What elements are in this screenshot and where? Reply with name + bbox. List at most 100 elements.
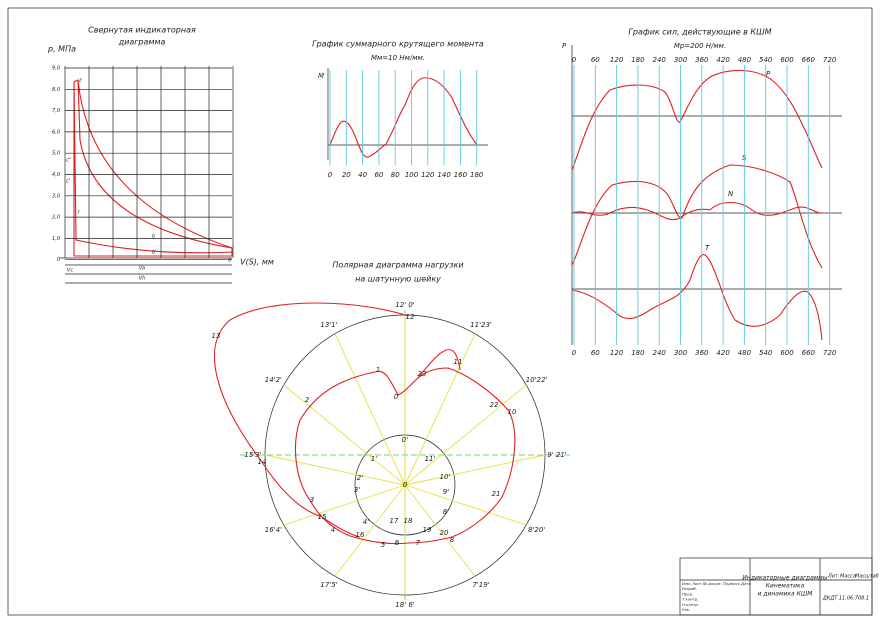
x-tick-label: 180: [631, 349, 645, 357]
curve-point-label: 20: [440, 529, 449, 537]
load-curve: [294, 367, 516, 545]
x-tick-label: 0: [572, 56, 577, 64]
x-tick-label: 180: [470, 171, 484, 179]
curve-point-label: 6: [395, 539, 400, 547]
stamp-frame: [679, 557, 873, 616]
curve-point-label: 14: [258, 458, 267, 466]
curve-point-label: 8: [450, 536, 455, 544]
radial-line: [334, 484, 406, 577]
inner-label: 0': [402, 436, 408, 444]
stamp-col: Лит.: [827, 574, 840, 580]
point-label: b': [152, 250, 157, 256]
rim-label: 7'19': [472, 581, 489, 589]
title: Свернутая индикаторная: [88, 26, 196, 35]
curve-point-label: 5: [381, 541, 386, 549]
x-tick-label: 20: [342, 171, 351, 179]
x-tick-label: 120: [610, 56, 624, 64]
point-label: c'': [66, 158, 72, 164]
inner-label: 0: [403, 481, 408, 489]
inner-label: 10': [440, 473, 451, 481]
curve-point-label: 15: [318, 513, 327, 521]
frame: [7, 7, 873, 616]
stamp-row: Пров.: [682, 591, 693, 596]
torque-curve: [329, 77, 478, 158]
x-tick-label: 180: [631, 56, 645, 64]
indicator-diagram: Свернутая индикаторная диаграмма p, МПа …: [47, 26, 274, 284]
curve-point-label: 4: [331, 526, 335, 534]
stamp-row: Изм. Лист № докум. Подпись Дата: [682, 581, 752, 586]
title: График суммарного крутящего момента: [312, 40, 484, 49]
curve-s: [571, 164, 823, 269]
rim-label: 15'3': [244, 451, 261, 459]
radial-line: [404, 333, 476, 486]
rim-label: 10'22': [526, 376, 548, 384]
volume-label: Vh: [139, 276, 146, 282]
stamp-col: Масса: [840, 574, 856, 580]
curve-point-label: 17: [390, 517, 399, 525]
y-label: M: [318, 72, 324, 80]
inner-label: 4': [363, 518, 369, 526]
x-tick-label: 60: [591, 349, 600, 357]
point-label: b: [152, 234, 155, 240]
x-tick-label: 80: [391, 171, 400, 179]
curve-point-label: 3: [310, 496, 314, 504]
y-label: P: [562, 42, 567, 50]
title: График сил, действующие в КШМ: [628, 28, 771, 37]
stamp-title: и динамика КШМ: [758, 591, 814, 598]
radial-line: [264, 454, 406, 486]
rim-label: 8'20': [528, 526, 545, 534]
x-tick-label: 40: [358, 171, 367, 179]
inner-label: 8': [443, 508, 449, 516]
x-tick-label: 540: [759, 56, 773, 64]
y-tick-label: 7,0: [52, 108, 60, 114]
radial-line: [283, 484, 406, 526]
x-tick-label: 120: [421, 171, 435, 179]
curve-point-label: 19: [423, 526, 432, 534]
x-label: V(S), мм: [240, 258, 274, 267]
curve-point-label: 10: [508, 408, 517, 416]
rim-label: 13'1': [320, 321, 337, 329]
curve-point-label: 23: [418, 370, 427, 378]
curve-label: P: [766, 70, 771, 78]
stamp-row: Разраб.: [682, 586, 697, 591]
x-tick-label: 300: [674, 349, 688, 357]
point-label: z: [78, 78, 82, 84]
indicator-curve: [73, 79, 233, 257]
x-tick-label: 300: [674, 56, 688, 64]
x-tick-label: 160: [454, 171, 468, 179]
point-label: r: [78, 210, 81, 216]
rim-label: 17'5': [320, 581, 337, 589]
stamp-row: Т.контр.: [682, 597, 698, 602]
stamp-row: Н.контр.: [682, 602, 699, 607]
y-tick-label: 0: [57, 257, 60, 263]
x-tick-label: 60: [374, 171, 383, 179]
rim-label: 16'4': [265, 526, 282, 534]
curve-point-label: 22: [490, 401, 499, 409]
curve-point-label: 7: [416, 539, 421, 547]
forces-chart: График сил, действующие в КШМ Мр=200 Н/м…: [562, 28, 842, 357]
x-tick-label: 420: [716, 56, 730, 64]
x-tick-label: 360: [695, 56, 709, 64]
curve-point-label: 2: [305, 396, 310, 404]
x-tick-label: 100: [405, 171, 419, 179]
polar-diagram: Полярная диаграмма нагрузки на шатунную …: [212, 261, 570, 609]
point-label: c': [66, 179, 70, 185]
rim-label: 18' 6': [395, 601, 415, 609]
curve-label: T: [705, 244, 710, 252]
y-tick-label: 3,0: [52, 193, 60, 199]
x-tick-label: 360: [695, 349, 709, 357]
curve-point-label: 16: [356, 531, 365, 539]
y-tick-label: 1,0: [52, 236, 60, 242]
radial-line: [404, 484, 527, 526]
stamp-code: ДКДТ 11.06.708.1: [822, 596, 869, 602]
x-tick-label: 240: [653, 349, 667, 357]
inner-label: 11': [425, 455, 436, 463]
x-tick-label: 600: [780, 349, 794, 357]
inner-label: 9': [443, 488, 449, 496]
y-tick-label: 8,0: [52, 87, 60, 93]
curve-point-label: 0: [394, 393, 399, 401]
scale: Мр=200 Н/мм.: [674, 42, 726, 50]
rim-label: 11'23': [470, 321, 492, 329]
inner-label: 2': [357, 474, 363, 482]
